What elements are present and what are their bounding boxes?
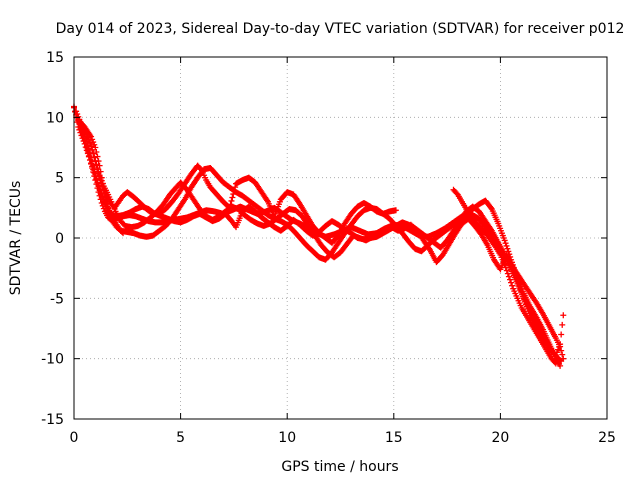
- x-tick-label: 20: [491, 430, 509, 446]
- data-point: [120, 230, 127, 237]
- data-point: [506, 276, 513, 283]
- y-tick-label: 5: [55, 171, 64, 187]
- data-point: [81, 131, 88, 138]
- data-point: [99, 193, 106, 200]
- y-tick-label: 10: [46, 110, 64, 126]
- data-point: [81, 140, 88, 147]
- data-point: [95, 168, 102, 175]
- x-tick-label: 5: [176, 430, 185, 446]
- chart-title: Day 014 of 2023, Sidereal Day-to-day VTE…: [56, 21, 625, 37]
- data-point: [74, 119, 81, 126]
- x-axis-title: GPS time / hours: [281, 459, 398, 475]
- data-point: [77, 129, 84, 136]
- data-point: [558, 347, 565, 354]
- data-point: [98, 177, 105, 184]
- data-point: [79, 135, 86, 142]
- data-point: [89, 146, 96, 153]
- axis-ticks: 0 5 10 15 20 25 -15 -10 -5 0 5 10 15: [41, 50, 616, 446]
- data-point: [78, 122, 85, 129]
- data-point: [553, 349, 560, 356]
- data-point: [93, 176, 100, 183]
- data-point: [90, 139, 97, 146]
- y-tick-label: -15: [41, 412, 64, 428]
- data-point: [79, 125, 86, 132]
- data-point: [560, 355, 567, 362]
- data-point: [72, 108, 79, 115]
- data-point: [118, 228, 125, 235]
- data-point: [560, 312, 567, 319]
- data-point: [229, 194, 236, 201]
- data-point: [83, 147, 90, 154]
- data-point: [504, 245, 511, 252]
- data-point: [82, 144, 89, 151]
- y-tick-label: -5: [50, 291, 64, 307]
- data-point: [94, 179, 101, 186]
- data-point: [487, 204, 494, 211]
- x-tick-label: 10: [278, 430, 296, 446]
- data-point: [97, 187, 104, 194]
- data-point: [559, 351, 566, 358]
- x-tick-label: 15: [385, 430, 403, 446]
- data-point: [501, 237, 508, 244]
- data-point: [78, 132, 85, 139]
- data-point: [96, 185, 103, 192]
- x-tick-label: 0: [70, 430, 79, 446]
- data-point: [557, 343, 564, 350]
- data-point: [558, 331, 565, 338]
- data-point: [91, 141, 98, 148]
- data-point: [85, 153, 92, 160]
- data-point: [84, 150, 91, 157]
- data-point: [95, 182, 102, 189]
- data-point: [503, 267, 510, 274]
- y-axis-title: SDTVAR / TECUs: [8, 181, 24, 296]
- data-point: [509, 282, 516, 289]
- data-point: [98, 190, 105, 197]
- data-point: [99, 180, 106, 187]
- data-point: [392, 207, 399, 214]
- data-point: [554, 346, 561, 353]
- data-point: [80, 138, 87, 145]
- data-point: [552, 360, 559, 367]
- data-point: [93, 161, 100, 168]
- data-point: [75, 123, 82, 130]
- y-tick-label: -10: [41, 352, 64, 368]
- data-point: [552, 352, 559, 359]
- data-points: [71, 103, 567, 369]
- data-point: [91, 169, 98, 176]
- y-tick-label: 15: [46, 50, 64, 66]
- data-point: [76, 126, 83, 133]
- data-point: [80, 128, 87, 135]
- data-point: [505, 273, 512, 280]
- data-point: [93, 149, 100, 156]
- data-point: [86, 156, 93, 163]
- data-point: [453, 190, 460, 197]
- data-point: [504, 270, 511, 277]
- data-point: [92, 144, 99, 151]
- data-point: [551, 359, 558, 366]
- data-point: [502, 240, 509, 247]
- data-point: [505, 248, 512, 255]
- data-point: [94, 165, 101, 172]
- data-point: [228, 197, 235, 204]
- data-point: [92, 173, 99, 180]
- data-point: [89, 163, 96, 170]
- data-point: [503, 242, 510, 249]
- data-point: [559, 321, 566, 328]
- data-point: [90, 166, 97, 173]
- x-tick-label: 25: [598, 430, 616, 446]
- data-point: [557, 362, 564, 369]
- data-point: [89, 136, 96, 143]
- data-point: [501, 261, 508, 268]
- y-tick-label: 0: [55, 231, 64, 247]
- data-point: [88, 160, 95, 167]
- data-point: [96, 172, 103, 179]
- data-point: [508, 279, 515, 286]
- data-point: [502, 264, 509, 271]
